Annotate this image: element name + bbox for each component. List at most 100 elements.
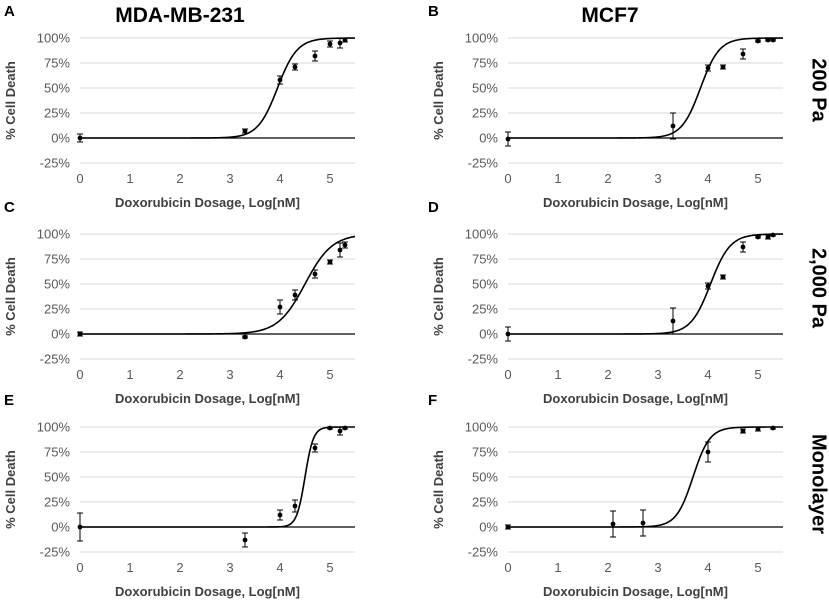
y-tick-label: 0% (479, 131, 498, 146)
x-tick-label: 2 (604, 367, 611, 382)
data-point (342, 425, 348, 431)
x-tick-label: 4 (276, 367, 283, 382)
y-tick-label: 100% (37, 227, 71, 242)
x-tick-label: 5 (754, 367, 761, 382)
data-point (705, 65, 711, 71)
data-point (312, 271, 318, 277)
x-tick-label: 0 (504, 171, 511, 186)
x-tick-label: 1 (126, 171, 133, 186)
data-point (765, 37, 771, 43)
data-point (740, 428, 746, 434)
data-point (720, 64, 726, 70)
data-point (770, 37, 776, 43)
x-tick-label: 4 (704, 560, 711, 575)
data-point (755, 234, 761, 240)
panel-letter: F (428, 392, 437, 409)
x-axis-title: Doxorubicin Dosage, Log[nM] (115, 391, 300, 406)
y-tick-label: 100% (465, 420, 499, 435)
x-tick-label: 2 (604, 560, 611, 575)
x-tick-label: 0 (76, 171, 83, 186)
y-tick-label: 75% (472, 252, 498, 267)
fitted-curve (508, 426, 783, 528)
y-tick-label: -25% (40, 156, 71, 171)
data-point (505, 331, 511, 337)
y-tick-label: 25% (472, 106, 498, 121)
x-tick-label: 4 (276, 171, 283, 186)
data-point (242, 128, 248, 134)
data-point (337, 247, 343, 253)
data-point (77, 524, 83, 530)
data-point (765, 234, 771, 240)
x-tick-label: 1 (554, 367, 561, 382)
panel-letter: B (428, 3, 439, 20)
y-tick-label: 0% (51, 520, 70, 535)
data-point (720, 274, 726, 280)
y-tick-label: 50% (44, 277, 70, 292)
y-axis-title: % Cell Death (3, 257, 18, 336)
panel-e: E -25% 0% 25% 50% 75% 100% 0 1 2 3 4 5 Doxorubicin Do… (3, 392, 355, 599)
x-tick-label: 1 (554, 171, 561, 186)
data-point (755, 38, 761, 44)
y-tick-label: -25% (468, 156, 499, 171)
data-point (327, 425, 333, 431)
x-tick-label: 3 (226, 367, 233, 382)
data-point (312, 445, 318, 451)
data-point (705, 283, 711, 289)
y-axis-title: % Cell Death (3, 450, 18, 529)
y-tick-label: -25% (468, 352, 499, 367)
y-tick-label: 75% (44, 445, 70, 460)
fitted-curve (80, 426, 355, 528)
data-point (277, 512, 283, 518)
y-tick-label: 50% (44, 470, 70, 485)
y-tick-label: 100% (37, 420, 71, 435)
y-tick-label: 25% (44, 302, 70, 317)
y-tick-label: -25% (40, 545, 71, 560)
x-tick-label: 5 (326, 367, 333, 382)
data-point (242, 334, 248, 340)
x-axis-title: Doxorubicin Dosage, Log[nM] (543, 584, 728, 599)
fitted-curve (80, 37, 355, 139)
x-tick-label: 3 (654, 171, 661, 186)
x-tick-label: 1 (126, 367, 133, 382)
x-tick-label: 0 (504, 367, 511, 382)
data-point (342, 242, 348, 248)
x-tick-label: 3 (226, 560, 233, 575)
x-tick-label: 2 (604, 171, 611, 186)
y-tick-label: 25% (44, 106, 70, 121)
panel-b: B -25% 0% 25% 50% 75% 100% 0 1 2 3 4 5 Doxorubicin Do… (428, 3, 783, 210)
x-tick-label: 3 (654, 560, 661, 575)
panel-f: F -25% 0% 25% 50% 75% 100% 0 1 2 3 4 5 Doxorubicin Do… (428, 392, 783, 599)
y-tick-label: 75% (472, 445, 498, 460)
x-tick-label: 5 (754, 560, 761, 575)
x-axis-title: Doxorubicin Dosage, Log[nM] (115, 195, 300, 210)
column-title-mda-mb-231: MDA-MB-231 (115, 4, 245, 27)
data-point (505, 524, 511, 530)
data-point (670, 318, 676, 324)
data-point (770, 232, 776, 238)
y-tick-label: -25% (468, 545, 499, 560)
x-tick-label: 2 (176, 171, 183, 186)
x-tick-label: 0 (76, 367, 83, 382)
row-label-monolayer: Monolayer (808, 434, 829, 534)
x-tick-label: 0 (76, 560, 83, 575)
y-tick-label: 0% (51, 327, 70, 342)
data-point (505, 136, 511, 142)
y-tick-label: 50% (472, 81, 498, 96)
x-tick-label: 2 (176, 367, 183, 382)
data-point (277, 77, 283, 83)
y-axis-title: % Cell Death (3, 61, 18, 140)
panel-c: C -25% 0% 25% 50% 75% 100% 0 1 2 3 4 5 Doxorubicin Do… (3, 199, 356, 406)
data-point (770, 425, 776, 431)
data-point (670, 123, 676, 129)
x-tick-label: 4 (276, 560, 283, 575)
x-axis-title: Doxorubicin Dosage, Log[nM] (543, 195, 728, 210)
data-point (337, 428, 343, 434)
data-point (740, 244, 746, 250)
data-point (277, 304, 283, 310)
y-tick-label: 75% (44, 56, 70, 71)
panel-letter: C (4, 199, 15, 216)
x-tick-label: 5 (326, 171, 333, 186)
x-tick-label: 1 (126, 560, 133, 575)
x-tick-label: 4 (704, 171, 711, 186)
